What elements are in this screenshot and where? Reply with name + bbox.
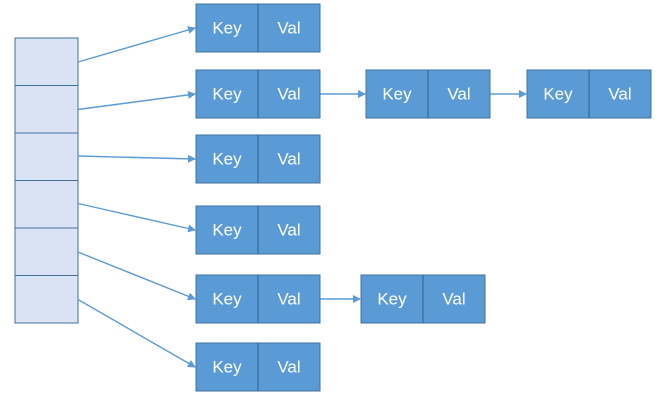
bucket-0-pointer-arrow [77, 26, 196, 63]
node-b1-1: Key Val [365, 69, 491, 119]
node-key-label: Key [212, 357, 242, 376]
node-key-label: Key [543, 84, 573, 103]
node-val-label: Val [277, 149, 300, 168]
bucket-array [14, 37, 79, 324]
node-val-label: Val [277, 84, 300, 103]
node-key-label: Key [377, 289, 407, 308]
node-b1-2: Key Val [526, 69, 652, 119]
bucket-4-pointer-arrow [77, 251, 196, 301]
node-val-label: Val [442, 289, 465, 308]
node-val-label: Val [277, 18, 300, 37]
node-b4-0: Key Val [195, 274, 321, 324]
node-b3-0: Key Val [195, 205, 321, 255]
node-key-label: Key [212, 149, 242, 168]
node-val-label: Val [447, 84, 470, 103]
node-b5-0: Key Val [195, 342, 321, 392]
bucket-slot-1 [14, 85, 79, 134]
node-key-label: Key [212, 18, 242, 37]
bucket-3-pointer-arrow [77, 202, 196, 233]
node-key-label: Key [212, 84, 242, 103]
bucket-slot-4 [14, 227, 79, 276]
bucket-slot-2 [14, 132, 79, 181]
node-val-label: Val [277, 220, 300, 239]
bucket-slot-3 [14, 180, 79, 229]
node-val-label: Val [277, 289, 300, 308]
node-key-label: Key [212, 220, 242, 239]
chain-nodes: Key Val Key Val Key Val Key Val Key Val Key Val Key V… [195, 3, 652, 392]
node-val-label: Val [608, 84, 631, 103]
node-b1-0: Key Val [195, 69, 321, 119]
bucket-1-pointer-arrow [77, 90, 196, 111]
bucket-slot-5 [14, 275, 79, 324]
pointer-arrows [77, 26, 527, 368]
bucket-2-pointer-arrow [77, 154, 196, 163]
node-key-label: Key [212, 289, 242, 308]
bucket-slot-0 [14, 37, 79, 86]
node-val-label: Val [277, 357, 300, 376]
node-key-label: Key [382, 84, 412, 103]
bucket-5-pointer-arrow [77, 298, 196, 368]
node-b2-0: Key Val [195, 134, 321, 184]
node-b0-0: Key Val [195, 3, 321, 53]
node-b4-1: Key Val [360, 274, 486, 324]
